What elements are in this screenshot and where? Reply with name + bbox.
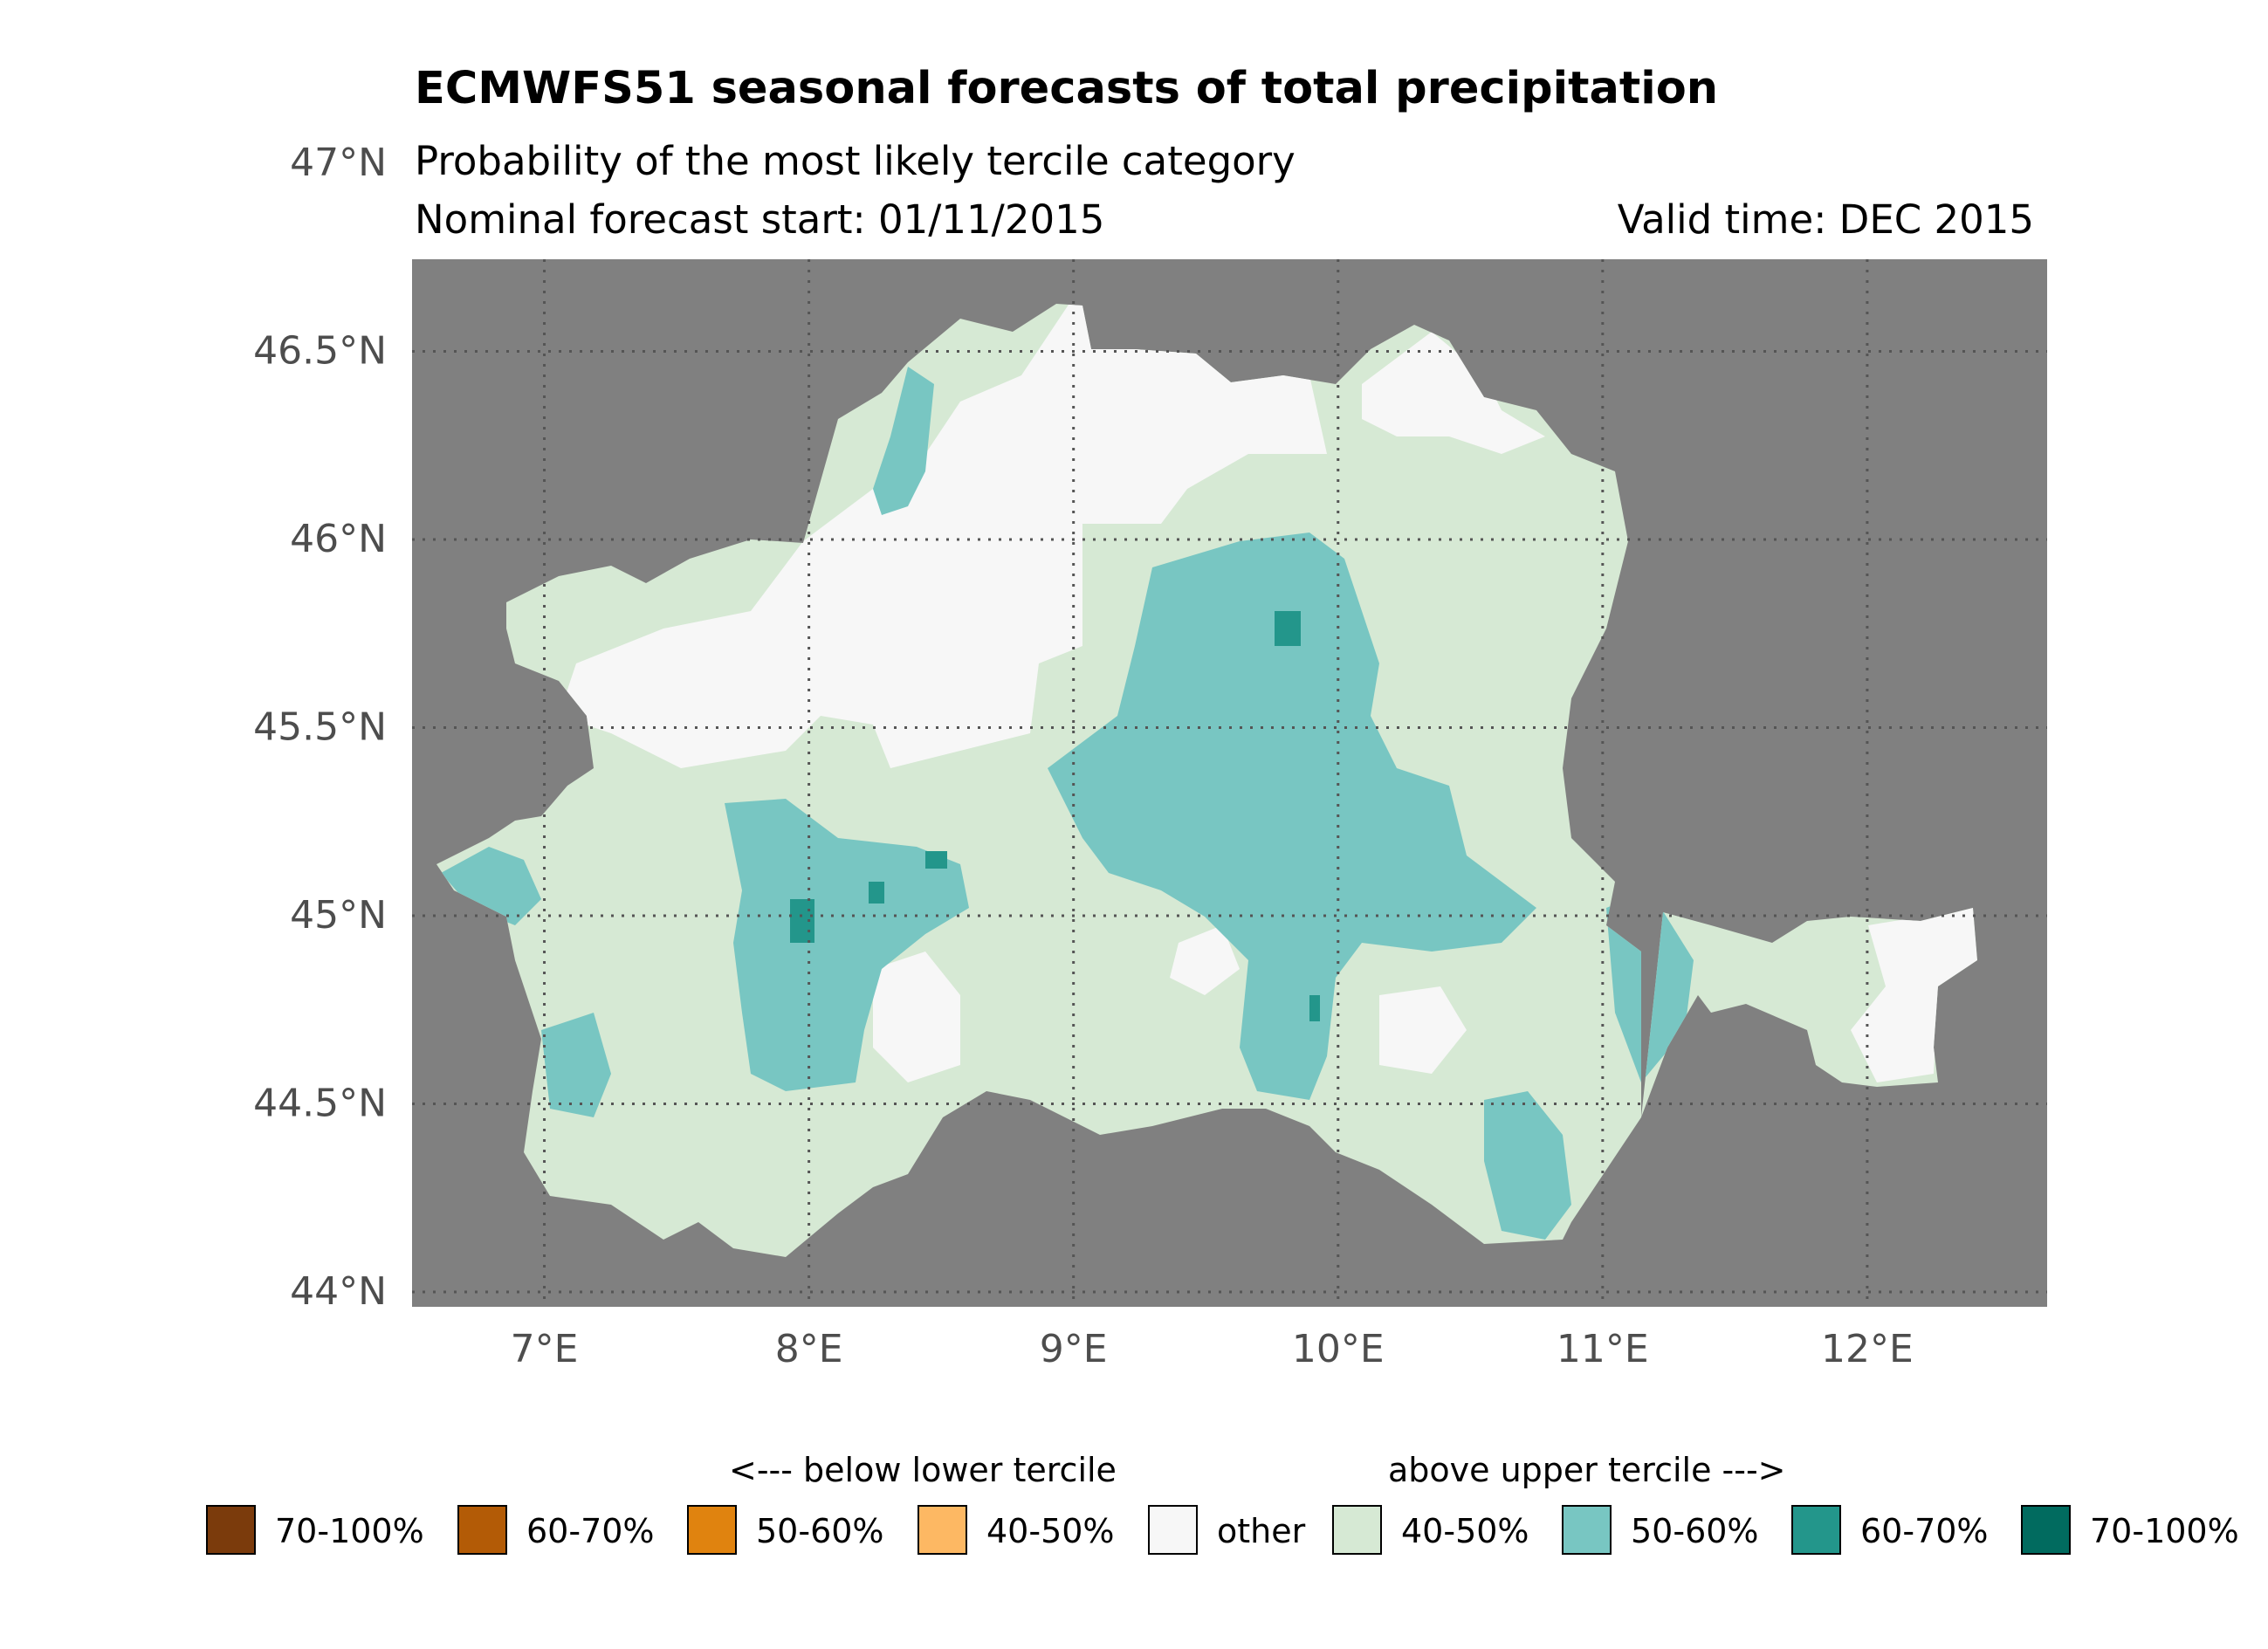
legend-swatch	[918, 1505, 967, 1555]
legend-items: 70-100% 60-70% 50-60% 40-50% other 40-50% 50-6…	[206, 1505, 2239, 1555]
legend-label: 70-100%	[275, 1512, 424, 1550]
above-50-60-west	[725, 799, 969, 1091]
other-area-east-tip	[1851, 908, 1977, 1082]
above-60-70-spot-4	[869, 882, 884, 904]
above-60-70-spot-1	[790, 899, 814, 943]
legend-above-header: above upper tercile --->	[1388, 1451, 1786, 1489]
lon-tick-label: 8°E	[775, 1327, 843, 1371]
lon-tick-label: 10°E	[1292, 1327, 1385, 1371]
forecast-start-label: Nominal forecast start: 01/11/2015	[415, 196, 1104, 243]
other-area-southwest	[873, 952, 960, 1082]
other-area-south	[1379, 986, 1467, 1074]
above-60-70-spot-3	[925, 851, 947, 869]
figure-subtitle: Probability of the most likely tercile c…	[415, 138, 1296, 184]
lat-tick-label: 44°N	[290, 1269, 387, 1314]
legend-label: 50-60%	[756, 1512, 884, 1550]
legend-swatch	[1791, 1505, 1841, 1555]
lat-tick-label: 44.5°N	[253, 1082, 387, 1126]
valid-time-label: Valid time: DEC 2015	[1618, 196, 2034, 243]
legend-swatch	[206, 1505, 256, 1555]
legend-label: 40-50%	[986, 1512, 1115, 1550]
legend-label: 50-60%	[1631, 1512, 1759, 1550]
legend-below-header: <--- below lower tercile	[729, 1451, 1117, 1489]
other-area-center	[1170, 925, 1240, 995]
graticule	[412, 259, 2047, 1307]
above-50-60-north-valley	[873, 367, 934, 515]
lon-tick-label: 11°E	[1557, 1327, 1649, 1371]
above-50-60-center	[1048, 532, 1536, 1100]
lon-tick-label: 12°E	[1821, 1327, 1914, 1371]
lat-tick-label: 46.5°N	[253, 329, 387, 374]
figure-title: ECMWFS51 seasonal forecasts of total pre…	[415, 63, 1718, 114]
legend-swatch	[1148, 1505, 1198, 1555]
legend-label: 60-70%	[1860, 1512, 1989, 1550]
above-60-70-spot-5	[1309, 995, 1320, 1021]
legend-swatch	[2021, 1505, 2071, 1555]
legend-label: other	[1217, 1512, 1306, 1550]
latitude-axis: 44°N 44.5°N 45°N 45.5°N 46°N 46.5°N 47°N	[253, 141, 387, 1314]
legend-swatch	[1332, 1505, 1382, 1555]
map-panel	[412, 259, 2047, 1307]
lat-tick-label: 45.5°N	[253, 705, 387, 750]
legend: <--- below lower tercile above upper ter…	[206, 1451, 2239, 1555]
other-area-northeast	[1362, 332, 1545, 454]
legend-label: 70-100%	[2090, 1512, 2239, 1550]
legend-swatch	[457, 1505, 507, 1555]
above-50-60-southwest	[541, 1013, 611, 1117]
legend-swatch	[687, 1505, 737, 1555]
above-50-60-west-edge	[441, 847, 541, 925]
legend-label: 40-50%	[1401, 1512, 1529, 1550]
lon-tick-label: 7°E	[511, 1327, 579, 1371]
lat-tick-label: 45°N	[290, 893, 387, 938]
above-60-70-spot-2	[1275, 611, 1301, 646]
longitude-axis: 7°E 8°E 9°E 10°E 11°E 12°E	[511, 1327, 1914, 1371]
lon-tick-label: 9°E	[1040, 1327, 1108, 1371]
legend-swatch	[1562, 1505, 1612, 1555]
lat-tick-label: 46°N	[290, 517, 387, 561]
legend-label: 60-70%	[526, 1512, 655, 1550]
lat-tick-label: 47°N	[290, 141, 387, 185]
other-area-north	[559, 304, 1327, 768]
above-50-60-southeast	[1484, 1091, 1571, 1240]
